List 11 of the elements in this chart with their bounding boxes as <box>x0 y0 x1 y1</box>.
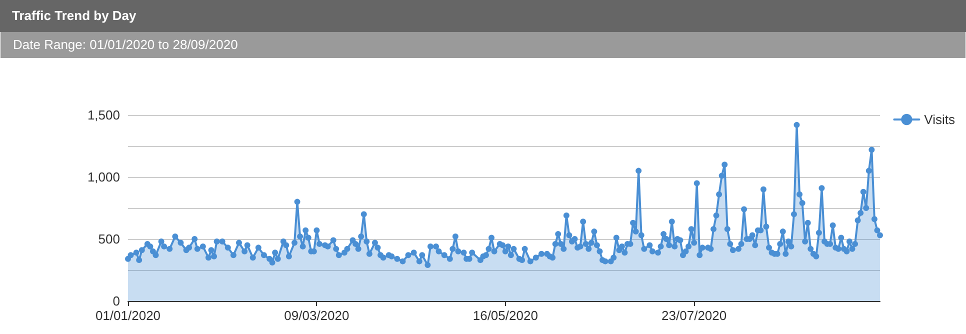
y-tick-label: 1,500 <box>87 108 120 122</box>
x-tick-label: 23/07/2020 <box>662 308 727 323</box>
legend-label: Visits <box>924 112 956 127</box>
y-tick-label: 0 <box>112 294 120 308</box>
x-tick-label: 09/03/2020 <box>284 308 350 323</box>
x-tick-label: 16/05/2020 <box>472 308 538 323</box>
y-tick-label: 1,000 <box>87 170 120 184</box>
chart-title: Traffic Trend by Day <box>0 0 966 32</box>
chart-subtitle: Date Range: 01/01/2020 to 28/09/2020 <box>0 32 966 58</box>
y-tick-label: 500 <box>98 232 120 246</box>
x-tick-label: 01/01/2020 <box>95 308 161 323</box>
